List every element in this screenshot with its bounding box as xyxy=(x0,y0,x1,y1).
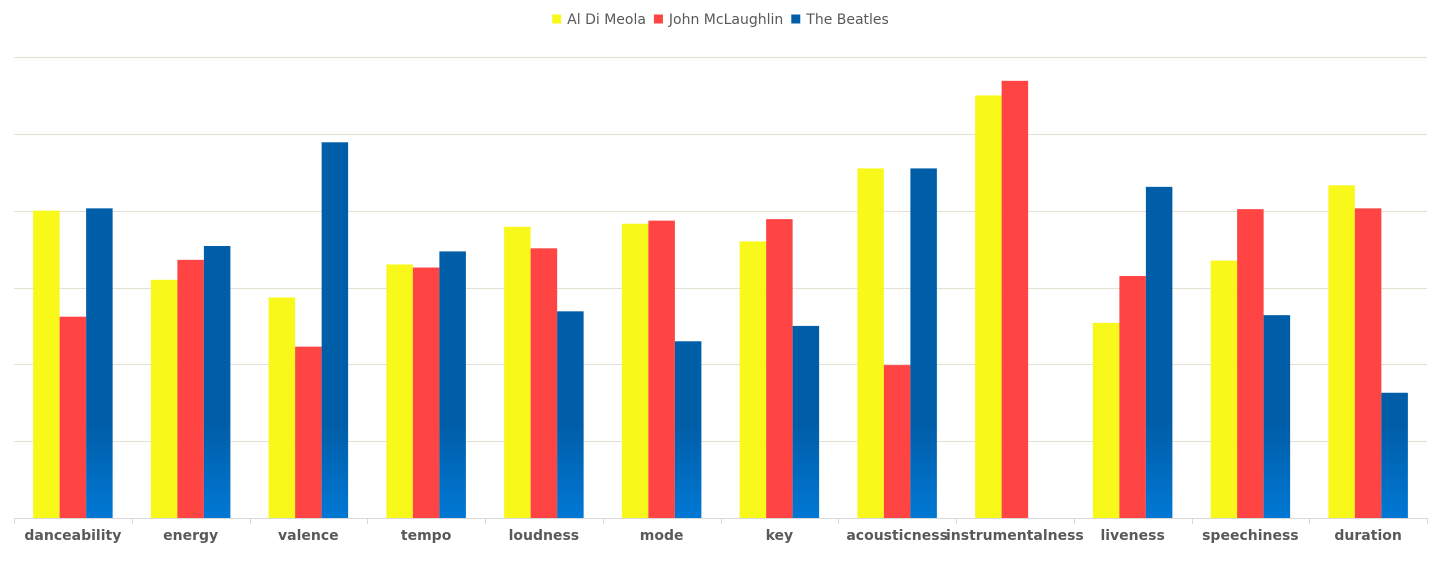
bar-valence-series-0 xyxy=(268,297,296,518)
x-tick-label: mode xyxy=(640,528,684,544)
bar-key-series-2 xyxy=(792,325,820,518)
legend-item: John McLaughlin xyxy=(653,12,783,28)
bar-loudness-series-2 xyxy=(557,311,584,518)
bar-liveness-series-0 xyxy=(1092,322,1120,518)
bar-instrumentalness-series-1 xyxy=(1001,80,1029,518)
bar-mode-series-0 xyxy=(621,223,649,519)
bar-liveness-series-2 xyxy=(1145,186,1173,518)
bar-key-series-1 xyxy=(766,219,793,518)
bar-tempo-series-0 xyxy=(386,264,413,518)
legend: Al Di Meola John McLaughlin The Beatles xyxy=(552,12,889,28)
bar-acousticness-series-0 xyxy=(857,168,884,518)
x-tick-label: energy xyxy=(163,528,218,544)
legend-swatch xyxy=(791,14,801,24)
x-tick-label: danceability xyxy=(24,528,121,544)
bar-speechiness-series-0 xyxy=(1210,260,1238,518)
bar-key-series-0 xyxy=(739,241,767,518)
bar-energy-series-2 xyxy=(203,246,231,518)
bar-tempo-series-1 xyxy=(412,267,440,518)
bar-mode-series-1 xyxy=(648,220,675,518)
bar-instrumentalness-series-0 xyxy=(975,95,1002,519)
bar-acousticness-series-1 xyxy=(883,365,911,518)
x-tick-label: speechiness xyxy=(1202,528,1299,544)
bar-speechiness-series-1 xyxy=(1237,209,1264,518)
bar-speechiness-series-2 xyxy=(1263,315,1291,518)
bar-liveness-series-1 xyxy=(1119,275,1146,518)
bar-mode-series-2 xyxy=(674,341,702,518)
x-tick-label: duration xyxy=(1334,528,1401,544)
bars xyxy=(33,80,1408,519)
bar-energy-series-1 xyxy=(177,259,204,518)
bar-danceability-series-1 xyxy=(59,316,87,518)
legend-label: Al Di Meola xyxy=(567,12,646,28)
bar-duration-series-0 xyxy=(1328,185,1355,518)
gridlines xyxy=(14,57,1427,442)
x-tick-label: tempo xyxy=(401,528,452,544)
legend-item: Al Di Meola xyxy=(552,12,646,28)
bar-danceability-series-0 xyxy=(33,210,60,519)
x-tick-label: loudness xyxy=(509,528,580,544)
bar-loudness-series-0 xyxy=(504,226,531,519)
x-tick-label: liveness xyxy=(1100,528,1164,544)
x-tick-label: instrumentalness xyxy=(946,528,1084,544)
x-tick-label: key xyxy=(766,528,794,544)
bar-tempo-series-2 xyxy=(439,251,466,518)
bar-danceability-series-2 xyxy=(86,208,113,519)
legend-label: John McLaughlin xyxy=(668,12,783,28)
bar-duration-series-2 xyxy=(1381,392,1408,518)
bar-valence-series-1 xyxy=(295,346,322,518)
legend-item: The Beatles xyxy=(791,12,889,28)
bar-valence-series-2 xyxy=(321,142,349,519)
x-tick-label: acousticness xyxy=(846,528,948,544)
bar-duration-series-1 xyxy=(1354,208,1382,519)
legend-label: The Beatles xyxy=(805,12,889,28)
bar-energy-series-0 xyxy=(150,279,178,518)
legend-swatch xyxy=(653,14,663,24)
bar-acousticness-series-2 xyxy=(910,168,937,518)
x-tick-label: valence xyxy=(278,528,339,544)
bar-loudness-series-1 xyxy=(530,248,558,518)
legend-swatch xyxy=(552,14,562,24)
x-axis: danceability energy valence tempo loudness mo… xyxy=(14,518,1428,544)
